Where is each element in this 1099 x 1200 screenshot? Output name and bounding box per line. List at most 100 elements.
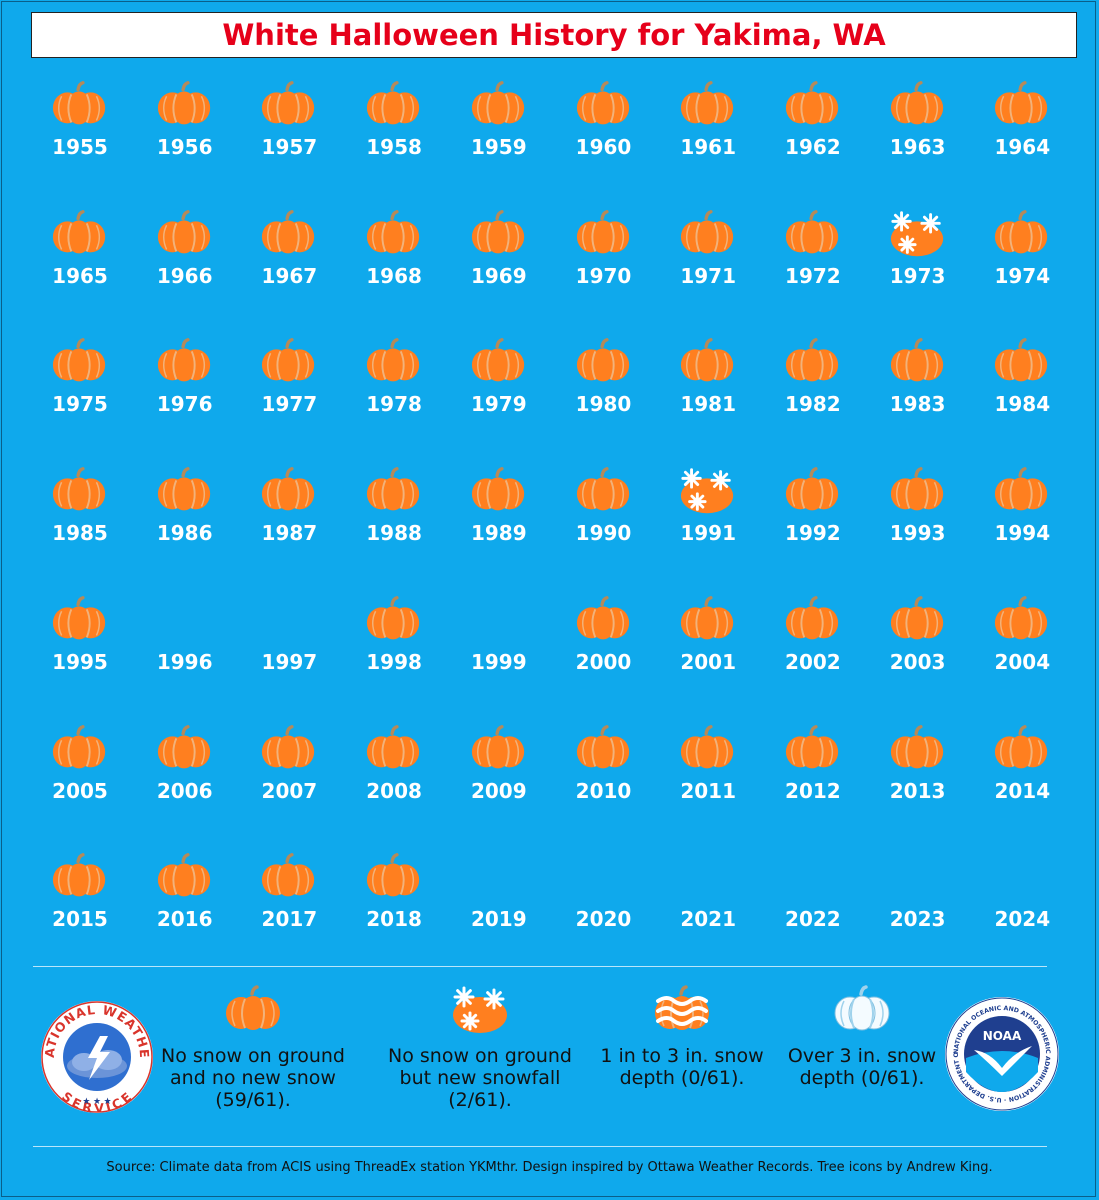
year-label: 1983 bbox=[889, 392, 946, 417]
year-cell-1985: 1985 bbox=[28, 466, 132, 576]
year-label: 1956 bbox=[156, 135, 213, 159]
legend-label-snow-depth-1-3: 1 in to 3 in. snow depth (0/61). bbox=[600, 1045, 764, 1089]
pumpkin-icon bbox=[471, 338, 524, 382]
pumpkin-icon bbox=[681, 724, 734, 768]
year-label: 1957 bbox=[261, 135, 318, 159]
pumpkin-icon bbox=[995, 81, 1048, 125]
pumpkin-icon bbox=[52, 338, 106, 382]
year-cell-1987: 1987 bbox=[237, 466, 341, 576]
year-cell-2005: 2005 bbox=[28, 724, 132, 834]
year-cell-2016: 2016 bbox=[133, 852, 237, 962]
year-label: 1998 bbox=[366, 649, 422, 674]
pumpkin-icon bbox=[366, 467, 420, 511]
year-label: 1955 bbox=[52, 135, 108, 159]
pumpkin-icon bbox=[785, 209, 839, 254]
year-label: 1959 bbox=[470, 135, 527, 159]
year-cell-1963: 1963 bbox=[866, 80, 970, 190]
pumpkin-icon bbox=[576, 595, 629, 640]
year-cell-1971: 1971 bbox=[656, 209, 760, 319]
year-label: 1975 bbox=[52, 392, 108, 417]
pumpkin-icon bbox=[995, 209, 1048, 254]
year-label: 2004 bbox=[994, 649, 1051, 674]
pumpkin-icon bbox=[785, 724, 839, 768]
year-label: 1971 bbox=[680, 263, 737, 288]
year-cell-1975: 1975 bbox=[28, 337, 132, 447]
year-cell-2001: 2001 bbox=[656, 595, 760, 705]
year-label: 2022 bbox=[785, 907, 841, 932]
divider-bottom bbox=[33, 1146, 1047, 1147]
year-label: 1977 bbox=[261, 392, 318, 417]
year-label: 2002 bbox=[785, 649, 841, 674]
legend-label-no-snow: No snow on ground and no new snow (59/61… bbox=[161, 1045, 345, 1111]
svg-text:NOAA: NOAA bbox=[983, 1029, 1022, 1043]
year-cell-2024: 2024 bbox=[970, 852, 1074, 962]
year-label: 2011 bbox=[680, 778, 737, 803]
legend-item-no-snow: No snow on ground and no new snow (59/61… bbox=[153, 985, 353, 1115]
pumpkin-icon bbox=[576, 209, 629, 254]
pumpkin-icon bbox=[157, 853, 210, 897]
pumpkin-icon bbox=[366, 853, 420, 897]
pumpkin-icon bbox=[262, 338, 315, 382]
year-cell-2012: 2012 bbox=[761, 724, 865, 834]
year-cell-1989: 1989 bbox=[447, 466, 551, 576]
year-label: 1970 bbox=[575, 263, 632, 288]
year-label: 1958 bbox=[366, 135, 422, 159]
year-cell-1982: 1982 bbox=[761, 337, 865, 447]
year-cell-2008: 2008 bbox=[342, 724, 446, 834]
year-label: 2007 bbox=[261, 778, 318, 803]
pumpkin-icon bbox=[681, 81, 734, 125]
year-label: 2000 bbox=[575, 649, 632, 674]
pumpkin-icon bbox=[226, 985, 280, 1030]
year-label: 1984 bbox=[994, 392, 1051, 417]
pumpkin-icon bbox=[995, 724, 1048, 768]
year-cell-2013: 2013 bbox=[866, 724, 970, 834]
pumpkin-icon bbox=[576, 81, 629, 125]
year-label: 2006 bbox=[156, 778, 213, 803]
year-cell-2000: 2000 bbox=[552, 595, 656, 705]
legend-label-snow-depth-over-3: Over 3 in. snow depth (0/61). bbox=[787, 1045, 937, 1089]
year-cell-2023: 2023 bbox=[866, 852, 970, 962]
year-label: 1974 bbox=[994, 263, 1051, 288]
pumpkin-icon bbox=[681, 338, 734, 382]
chart-title: White Halloween History for Yakima, WA bbox=[222, 18, 886, 52]
year-label: 1990 bbox=[575, 521, 632, 546]
legend-item-snow-depth-1-3: 1 in to 3 in. snow depth (0/61). bbox=[582, 985, 782, 1115]
year-label: 1973 bbox=[889, 263, 946, 288]
noaa-logo-icon: NOAA NATIONAL OCEANIC AND ATMOSPHERIC AD… bbox=[944, 996, 1059, 1111]
pumpkin-icon bbox=[995, 338, 1048, 382]
title-box: White Halloween History for Yakima, WA bbox=[31, 12, 1077, 58]
pumpkin-icon bbox=[262, 853, 315, 897]
pumpkin-icon bbox=[471, 467, 524, 511]
pumpkin-icon bbox=[471, 209, 524, 254]
year-label: 2015 bbox=[52, 907, 108, 932]
year-cell-1960: 1960 bbox=[552, 80, 656, 190]
year-cell-1992: 1992 bbox=[761, 466, 865, 576]
pumpkin-icon bbox=[262, 467, 315, 511]
year-cell-1978: 1978 bbox=[342, 337, 446, 447]
year-label: 1985 bbox=[52, 521, 108, 546]
pumpkin-icon bbox=[366, 338, 420, 382]
year-cell-1972: 1972 bbox=[761, 209, 865, 319]
snowy-pumpkin-icon bbox=[681, 468, 734, 514]
year-cell-1988: 1988 bbox=[342, 466, 446, 576]
year-label: 1963 bbox=[889, 135, 946, 159]
year-cell-1983: 1983 bbox=[866, 337, 970, 447]
year-cell-1999: 1999 bbox=[447, 595, 551, 705]
year-label: 2008 bbox=[366, 778, 422, 803]
year-label: 1981 bbox=[680, 392, 737, 417]
year-cell-1997: 1997 bbox=[237, 595, 341, 705]
year-label: 1960 bbox=[575, 135, 632, 159]
pumpkin-icon bbox=[157, 724, 210, 768]
year-label: 1978 bbox=[366, 392, 422, 417]
pumpkin-icon bbox=[157, 467, 210, 511]
year-label: 2005 bbox=[52, 778, 108, 803]
year-cell-2002: 2002 bbox=[761, 595, 865, 705]
year-grid: 1955 1956 1957 1958 1959 1960 1961 1962 1963 1964… bbox=[28, 80, 1074, 962]
pumpkin-icon bbox=[681, 209, 734, 254]
year-label: 1991 bbox=[680, 521, 737, 546]
source-note: Source: Climate data from ACIS using Thr… bbox=[106, 1160, 993, 1175]
white-pumpkin-icon bbox=[834, 985, 890, 1031]
year-label: 2003 bbox=[889, 649, 946, 674]
year-cell-1965: 1965 bbox=[28, 209, 132, 319]
